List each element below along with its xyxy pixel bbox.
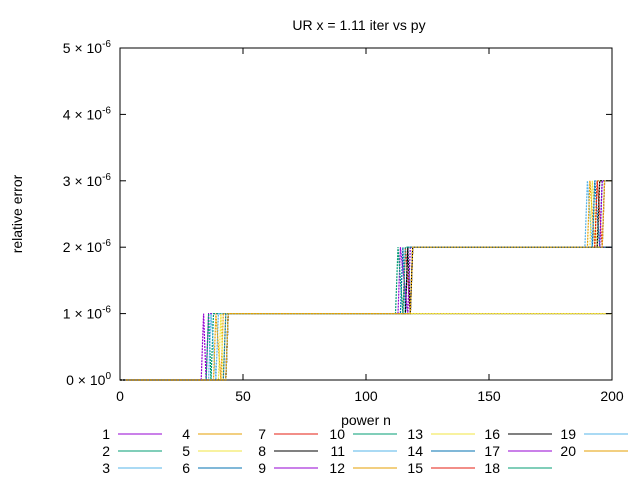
- legend-label-11: 11: [330, 443, 345, 459]
- legend-label-1: 1: [102, 426, 110, 442]
- series-line-19: [120, 180, 612, 381]
- series-line-17: [120, 180, 612, 381]
- series-line-9: [120, 246, 612, 381]
- series-line-16: [120, 180, 612, 381]
- series-line-10: [120, 246, 612, 381]
- plot-frame: [119, 47, 613, 381]
- legend-label-19: 19: [560, 426, 576, 442]
- legend-label-10: 10: [329, 426, 345, 442]
- series-line-12: [120, 180, 612, 381]
- y-tick-label: 4 × 10-6: [63, 105, 112, 122]
- series-line-15: [120, 180, 612, 381]
- legend-label-17: 17: [484, 443, 500, 459]
- legend-label-20: 20: [560, 443, 576, 459]
- y-tick-label: 0 × 100: [66, 371, 111, 388]
- y-tick-label: 2 × 10-6: [63, 238, 112, 255]
- y-axis: 0 × 100 1 × 10-6 2 × 10-6 3 × 10-6 4 × 10-6 5…: [63, 39, 612, 388]
- series-line-18: [120, 180, 612, 381]
- x-axis: 0 50 100 150 200: [116, 48, 624, 404]
- legend-label-16: 16: [484, 426, 500, 442]
- x-tick-label: 200: [600, 388, 624, 404]
- series-line-5: [120, 313, 612, 381]
- x-tick-label: 0: [116, 388, 124, 404]
- legend-label-3: 3: [102, 460, 110, 476]
- legend-label-2: 2: [102, 443, 110, 459]
- legend-label-8: 8: [258, 443, 266, 459]
- legend-label-7: 7: [258, 426, 266, 442]
- series-line-2: [120, 313, 612, 381]
- legend-label-6: 6: [182, 460, 190, 476]
- legend-label-18: 18: [484, 460, 500, 476]
- series-line-13: [120, 180, 612, 381]
- series-line-3: [120, 313, 612, 381]
- x-tick-label: 50: [235, 388, 251, 404]
- legend-label-9: 9: [258, 460, 266, 476]
- series-line-6: [120, 246, 612, 381]
- series-line-14: [120, 180, 612, 381]
- chart-title: UR x = 1.11 iter vs py: [292, 17, 425, 33]
- series-line-20: [120, 180, 612, 381]
- y-axis-label: relative error: [9, 174, 25, 253]
- legend-label-13: 13: [407, 426, 423, 442]
- legend-label-14: 14: [407, 443, 423, 459]
- x-tick-label: 150: [477, 388, 501, 404]
- x-axis-label: power n: [341, 412, 391, 428]
- series-layer: [120, 180, 612, 381]
- y-tick-label: 3 × 10-6: [63, 172, 112, 189]
- series-line-11: [120, 180, 612, 381]
- y-tick-label: 5 × 10-6: [63, 39, 112, 56]
- y-tick-label: 1 × 10-6: [63, 305, 112, 322]
- series-line-1: [120, 313, 612, 381]
- legend-label-4: 4: [182, 426, 190, 442]
- series-line-4: [120, 313, 612, 381]
- legend-label-15: 15: [407, 460, 423, 476]
- x-tick-label: 100: [354, 388, 378, 404]
- legend-label-5: 5: [182, 443, 190, 459]
- legend-label-12: 12: [329, 460, 345, 476]
